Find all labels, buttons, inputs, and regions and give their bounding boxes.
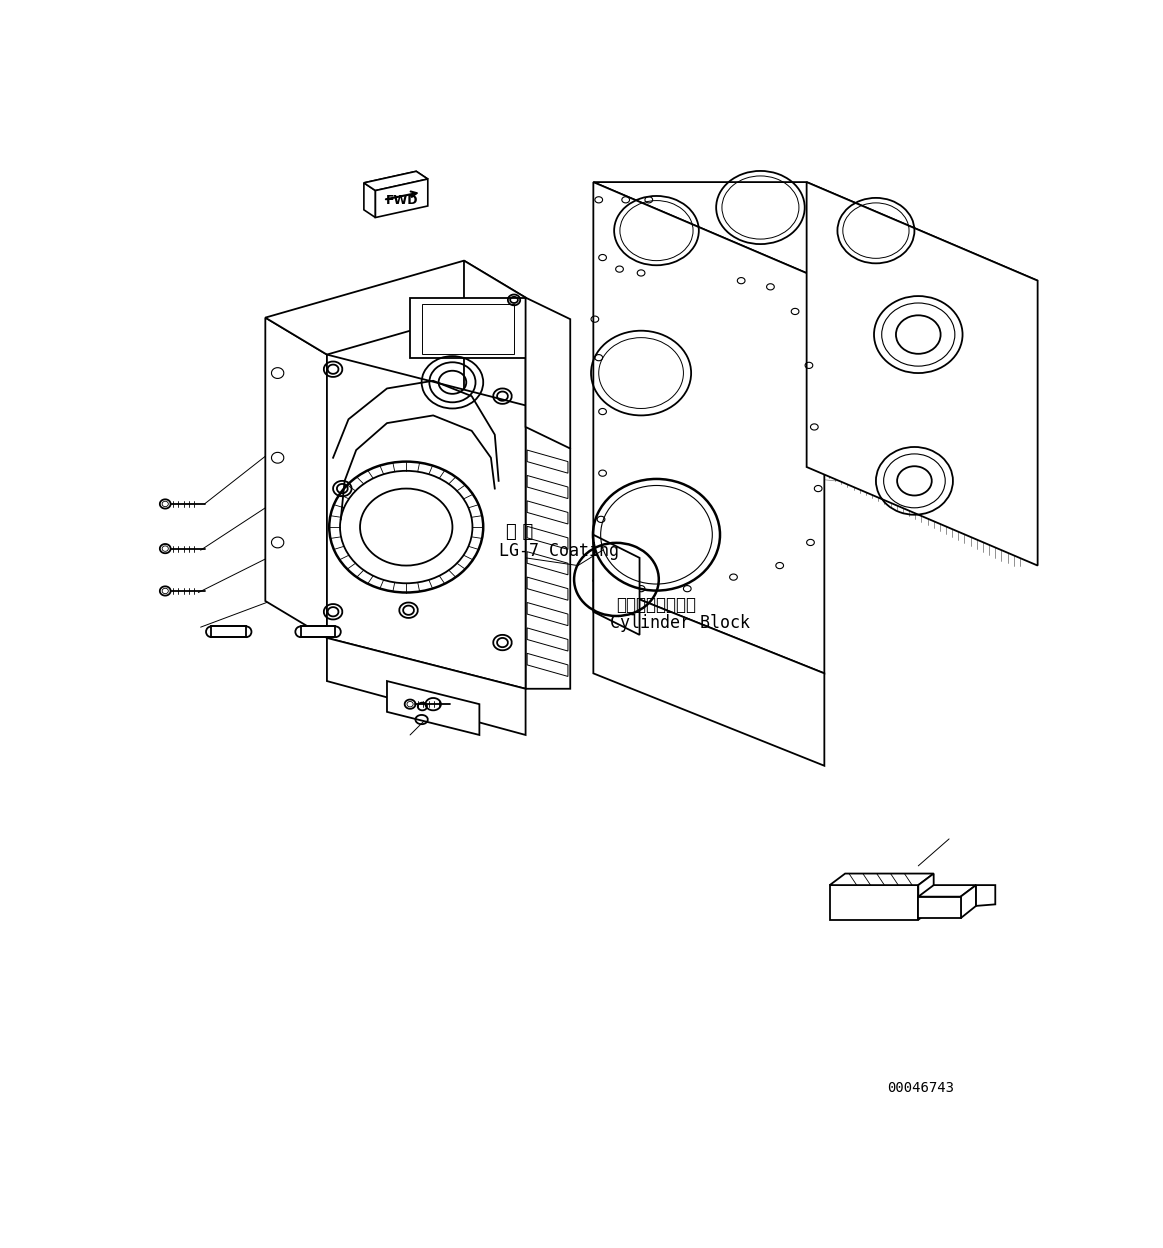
Polygon shape [526, 406, 570, 689]
Text: Cylinder Block: Cylinder Block [611, 614, 750, 631]
Polygon shape [961, 885, 976, 919]
Polygon shape [807, 182, 1037, 565]
Polygon shape [919, 874, 934, 920]
Polygon shape [364, 171, 428, 191]
Polygon shape [527, 527, 568, 549]
Polygon shape [593, 182, 825, 674]
Polygon shape [829, 885, 919, 920]
Polygon shape [327, 638, 526, 735]
Polygon shape [376, 178, 428, 217]
Polygon shape [527, 654, 568, 676]
Text: 00046743: 00046743 [887, 1081, 955, 1094]
Text: シリンダブロック: シリンダブロック [615, 595, 695, 614]
Polygon shape [976, 885, 996, 906]
Polygon shape [464, 261, 526, 689]
Polygon shape [593, 182, 1037, 281]
Polygon shape [527, 451, 568, 473]
Polygon shape [265, 261, 526, 354]
Polygon shape [411, 297, 526, 358]
Polygon shape [919, 885, 976, 896]
Polygon shape [919, 896, 961, 919]
Polygon shape [593, 534, 640, 635]
Polygon shape [527, 577, 568, 600]
Polygon shape [387, 681, 479, 735]
Polygon shape [364, 171, 428, 191]
Bar [301, 626, 335, 638]
Polygon shape [829, 874, 934, 885]
Bar [212, 626, 247, 638]
Text: 塗 布: 塗 布 [506, 523, 534, 540]
Polygon shape [527, 552, 568, 575]
Polygon shape [527, 475, 568, 498]
Polygon shape [527, 500, 568, 524]
Polygon shape [265, 318, 327, 638]
Text: FWD: FWD [385, 195, 418, 207]
Polygon shape [327, 354, 526, 689]
Polygon shape [527, 603, 568, 625]
Polygon shape [593, 582, 825, 766]
Text: LG-7 Coating: LG-7 Coating [499, 542, 619, 560]
Polygon shape [364, 183, 376, 217]
Polygon shape [527, 628, 568, 651]
Polygon shape [526, 297, 570, 448]
